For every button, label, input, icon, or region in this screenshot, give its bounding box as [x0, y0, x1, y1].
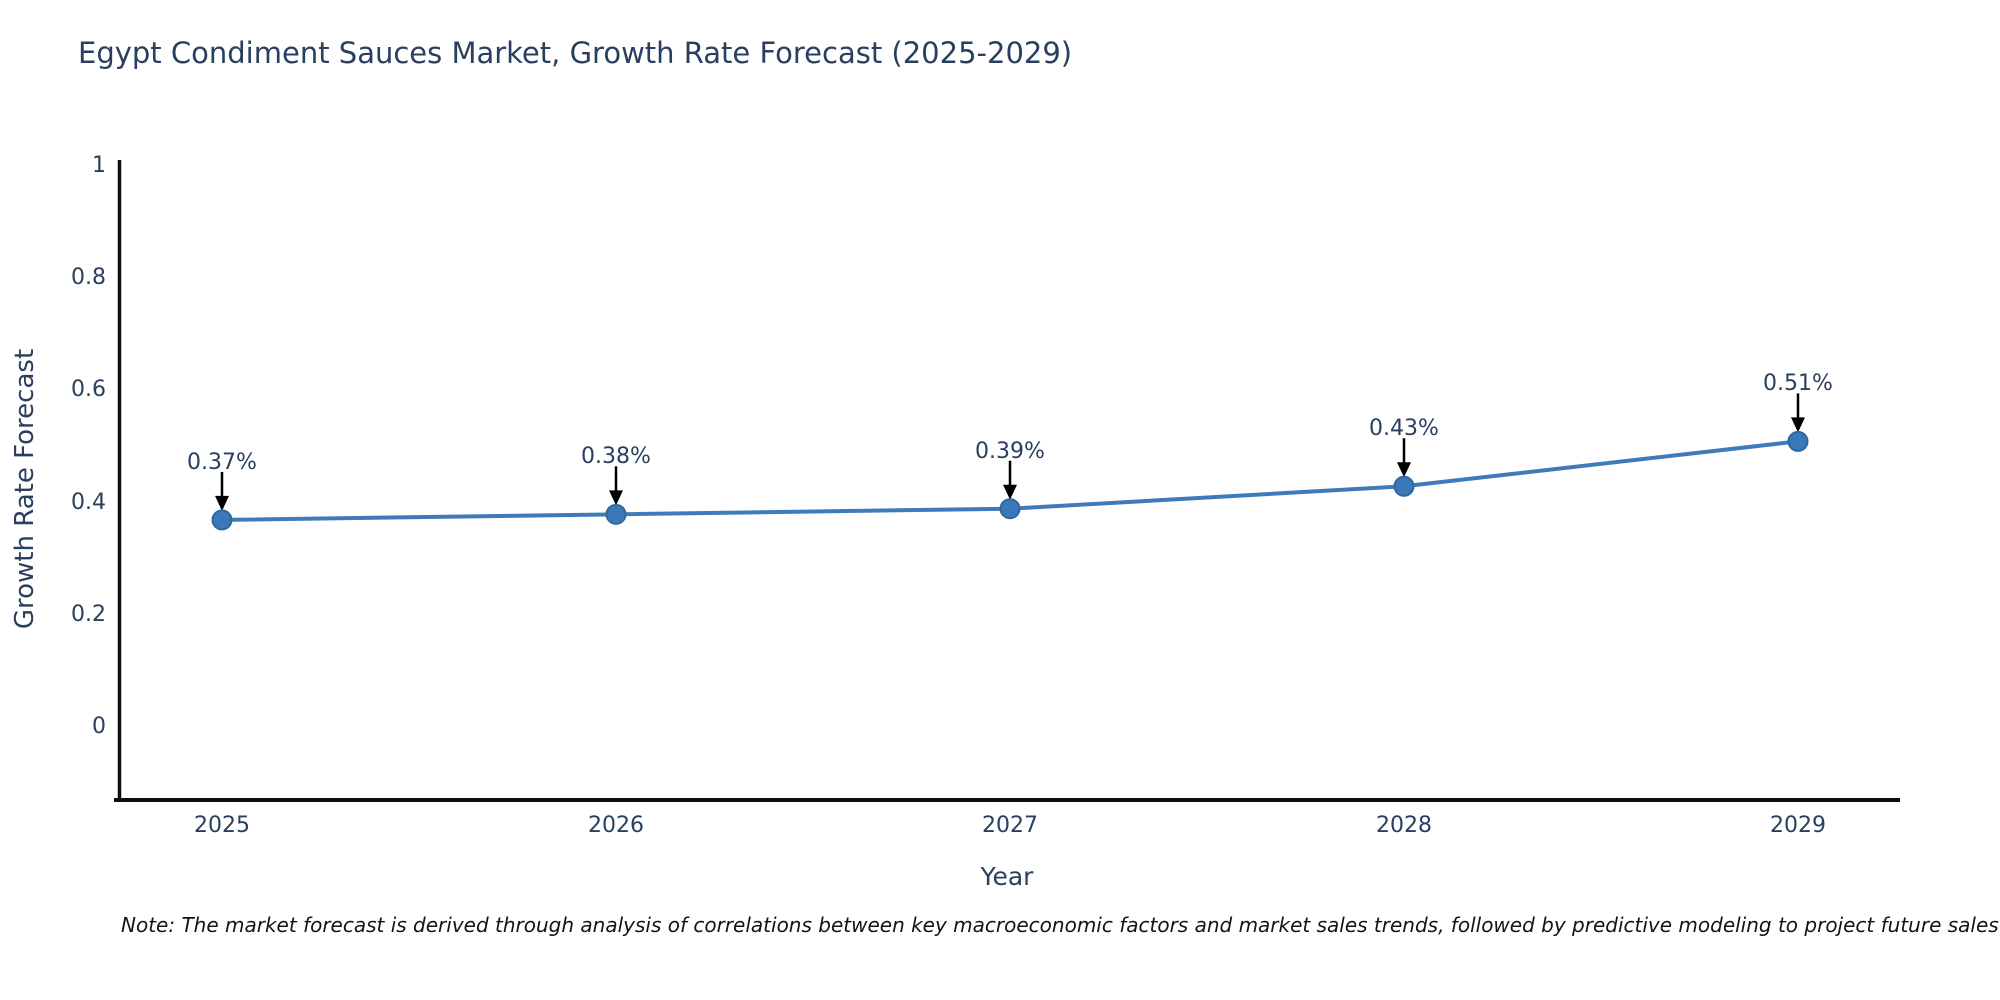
footnote: Note: The market forecast is derived thr… [121, 913, 1999, 937]
y-tick-label: 1 [92, 153, 106, 178]
y-tick-label: 0.6 [71, 377, 106, 402]
data-point-marker[interactable] [605, 503, 627, 525]
point-value-label: 0.37% [187, 449, 257, 475]
annotation-arrowhead [1003, 484, 1017, 500]
chart-title: Egypt Condiment Sauces Market, Growth Ra… [78, 36, 1073, 70]
point-value-label: 0.51% [1763, 371, 1833, 397]
annotation-arrowhead [1791, 417, 1805, 433]
y-tick-label: 0 [92, 714, 106, 739]
data-point-marker[interactable] [1393, 475, 1415, 497]
annotation-arrowhead [1397, 462, 1411, 478]
data-point-marker[interactable] [1787, 430, 1809, 452]
point-value-label: 0.39% [975, 438, 1045, 464]
y-tick-label: 0.4 [71, 490, 106, 515]
point-value-label: 0.38% [581, 444, 651, 470]
x-tick-label: 2029 [1770, 813, 1826, 838]
y-tick-label: 0.2 [71, 602, 106, 627]
point-value-label: 0.43% [1369, 416, 1439, 442]
x-tick-label: 2027 [982, 813, 1038, 838]
data-point-marker[interactable] [211, 509, 233, 531]
x-axis-title: Year [980, 862, 1034, 891]
x-tick-label: 2028 [1376, 813, 1432, 838]
x-tick-label: 2025 [194, 813, 250, 838]
annotation-arrowhead [215, 495, 229, 511]
data-point-marker[interactable] [999, 498, 1021, 520]
y-axis-tick-labels: 1 0.8 0.6 0.4 0.2 0 [0, 0, 106, 1000]
annotation-arrowhead [609, 490, 623, 506]
y-tick-label: 0.8 [71, 265, 106, 290]
x-tick-label: 2026 [588, 813, 644, 838]
